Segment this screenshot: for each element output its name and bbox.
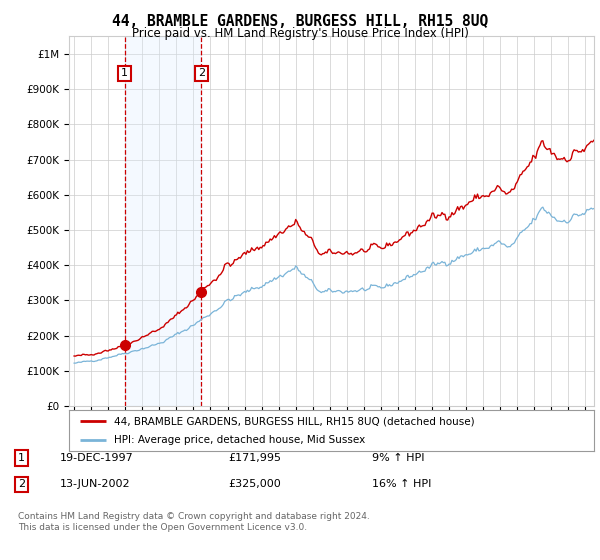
Text: 1: 1 [18, 453, 25, 463]
Text: 16% ↑ HPI: 16% ↑ HPI [372, 479, 431, 489]
Text: 13-JUN-2002: 13-JUN-2002 [60, 479, 131, 489]
Text: Price paid vs. HM Land Registry's House Price Index (HPI): Price paid vs. HM Land Registry's House … [131, 27, 469, 40]
Text: 2: 2 [197, 68, 205, 78]
Text: 9% ↑ HPI: 9% ↑ HPI [372, 453, 425, 463]
Bar [125, 36, 201, 406]
Text: 2: 2 [18, 479, 25, 489]
Text: 44, BRAMBLE GARDENS, BURGESS HILL, RH15 8UQ: 44, BRAMBLE GARDENS, BURGESS HILL, RH15 … [112, 14, 488, 29]
Text: Contains HM Land Registry data © Crown copyright and database right 2024.
This d: Contains HM Land Registry data © Crown c… [18, 512, 370, 532]
Text: £171,995: £171,995 [228, 453, 281, 463]
Text: 19-DEC-1997: 19-DEC-1997 [60, 453, 134, 463]
Text: 1: 1 [121, 68, 128, 78]
Text: 44, BRAMBLE GARDENS, BURGESS HILL, RH15 8UQ (detached house): 44, BRAMBLE GARDENS, BURGESS HILL, RH15 … [113, 417, 474, 427]
Text: £325,000: £325,000 [228, 479, 281, 489]
Text: HPI: Average price, detached house, Mid Sussex: HPI: Average price, detached house, Mid … [113, 435, 365, 445]
